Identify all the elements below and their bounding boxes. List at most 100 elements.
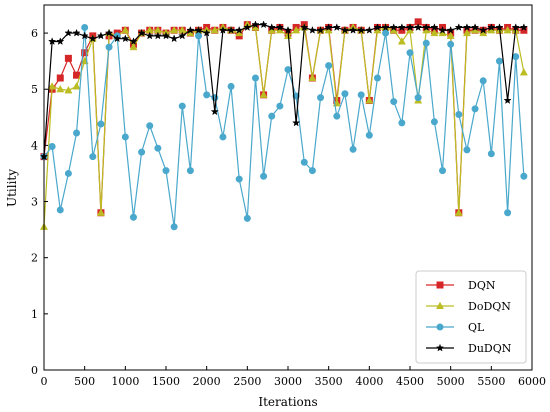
data-point: [504, 209, 512, 217]
data-point: [170, 223, 178, 231]
series-dudqn: [39, 20, 528, 161]
x-tick-label: 3000: [274, 375, 302, 388]
x-tick-label: 1000: [111, 375, 139, 388]
data-point: [186, 25, 195, 34]
data-point: [203, 91, 211, 99]
data-point: [519, 23, 528, 31]
data-point: [243, 23, 252, 31]
data-point: [210, 25, 219, 34]
data-point: [300, 23, 309, 31]
legend-label: DQN: [468, 279, 496, 292]
data-point: [381, 23, 390, 31]
data-point: [89, 153, 97, 161]
data-point: [72, 82, 81, 90]
data-point: [455, 111, 463, 118]
x-tick-label: 0: [41, 375, 48, 388]
data-point: [56, 84, 65, 93]
series-layer: [39, 18, 528, 231]
data-point: [479, 77, 487, 85]
data-point: [235, 25, 244, 34]
data-point: [113, 34, 122, 43]
data-point: [405, 23, 415, 31]
x-tick-label: 1500: [152, 375, 180, 388]
data-point: [357, 91, 365, 99]
legend-item-dqn: DQN: [426, 279, 496, 292]
data-point: [251, 74, 259, 82]
data-point: [153, 31, 162, 40]
y-tick-label: 5: [31, 83, 38, 96]
legend-marker: [435, 301, 445, 310]
data-point: [56, 37, 65, 45]
data-point: [520, 172, 528, 180]
data-point: [227, 82, 235, 90]
data-point: [462, 23, 472, 31]
data-point: [308, 73, 317, 82]
data-point: [267, 23, 276, 31]
data-point: [283, 25, 293, 34]
data-point: [471, 105, 479, 113]
y-tick-label: 2: [31, 252, 38, 265]
data-point: [430, 28, 439, 37]
data-point: [154, 144, 162, 152]
data-point: [317, 94, 325, 102]
data-point: [121, 133, 129, 141]
data-point: [73, 129, 81, 137]
data-point: [73, 71, 81, 79]
data-point: [121, 25, 130, 34]
data-point: [96, 208, 105, 216]
data-point: [463, 146, 471, 154]
legend-marker: [435, 343, 445, 352]
data-point: [170, 25, 179, 34]
data-point: [226, 25, 236, 34]
data-point: [390, 98, 398, 106]
data-point: [56, 206, 64, 214]
data-point: [275, 23, 284, 31]
data-point: [495, 23, 504, 31]
data-point: [72, 28, 81, 37]
data-point: [414, 94, 422, 102]
data-point: [81, 23, 89, 31]
data-point: [333, 112, 341, 120]
data-point: [218, 25, 228, 34]
data-point: [397, 37, 406, 45]
data-point: [414, 23, 423, 31]
x-tick-label: 5000: [437, 375, 465, 388]
data-point: [487, 150, 495, 158]
data-point: [389, 23, 398, 31]
data-point: [373, 23, 382, 31]
data-point: [503, 96, 512, 104]
data-point: [137, 28, 146, 37]
data-point: [340, 25, 350, 34]
data-point: [487, 23, 496, 31]
data-point: [64, 54, 72, 62]
data-point: [382, 29, 390, 37]
data-point: [259, 20, 268, 29]
data-point: [104, 28, 114, 37]
y-tick-label: 1: [31, 308, 38, 321]
data-point: [64, 28, 73, 37]
legend-item-dudqn: DuDQN: [426, 342, 512, 355]
data-point: [438, 25, 447, 34]
data-point: [511, 23, 520, 31]
data-point: [243, 214, 251, 222]
data-point: [430, 23, 439, 31]
data-point: [398, 119, 406, 127]
legend: DQN DoDQN QL DuDQN: [415, 270, 527, 364]
y-axis-ticks: 0 1 2 3 4 5 6: [31, 27, 48, 377]
data-point: [470, 23, 480, 31]
data-point: [292, 118, 301, 127]
data-point: [365, 131, 373, 139]
data-point: [195, 32, 203, 40]
data-point: [170, 34, 179, 43]
x-tick-label: 500: [74, 375, 95, 388]
data-point: [129, 213, 137, 221]
data-point: [48, 37, 57, 45]
data-point: [349, 145, 357, 153]
legend-marker: [436, 323, 444, 331]
data-point: [430, 118, 438, 126]
data-point: [357, 25, 366, 34]
x-tick-label: 6000: [518, 375, 546, 388]
data-point: [446, 31, 455, 39]
data-point: [316, 25, 325, 34]
data-point: [88, 34, 97, 43]
